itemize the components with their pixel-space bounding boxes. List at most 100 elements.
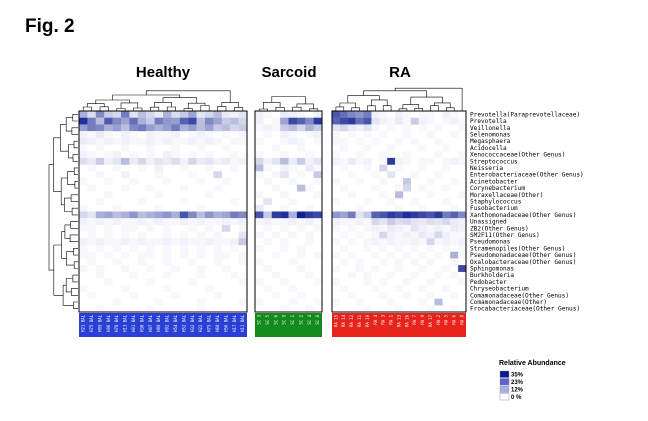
heatmap-cell (238, 211, 248, 219)
heatmap-cell (426, 231, 435, 239)
heatmap-cell (347, 271, 356, 279)
heatmap-cell (347, 111, 356, 118)
heatmap-cell (146, 245, 155, 252)
heatmap-cell (205, 224, 214, 232)
heatmap-cell (188, 137, 197, 145)
heatmap-cell (196, 117, 206, 125)
heatmap-cell (263, 124, 272, 132)
taxon-label: Pseudomonas (470, 239, 511, 246)
heatmap-cell (95, 238, 105, 246)
heatmap-cell (205, 137, 214, 145)
heatmap-cell (221, 251, 231, 259)
heatmap-cell (146, 151, 155, 159)
sample-label: H75 BAL (89, 314, 94, 331)
heatmap-cell (188, 111, 197, 118)
heatmap-cell (188, 131, 197, 138)
heatmap-cell (313, 171, 323, 179)
heatmap-cell (171, 151, 180, 159)
heatmap-cell (288, 124, 298, 132)
heatmap-cell (305, 124, 314, 132)
heatmap-cell (79, 238, 88, 246)
heatmap-cell (238, 278, 248, 286)
taxon-label: Oxalobacteraceae(Other Genus) (470, 259, 576, 266)
heatmap-cell (171, 291, 180, 299)
heatmap-cell (255, 218, 264, 226)
heatmap-cell (87, 117, 96, 125)
heatmap-cell (230, 211, 239, 219)
heatmap-cell (112, 218, 122, 226)
sample-label: SC 8 (315, 314, 320, 324)
taxon-label: Burkholderia (470, 272, 514, 279)
heatmap-cell (104, 157, 113, 165)
heatmap-cell (450, 251, 459, 259)
sample-label: RA 14 (341, 314, 346, 327)
heatmap-cell (263, 218, 272, 226)
heatmap-cell (263, 157, 272, 165)
heatmap-cell (280, 137, 289, 145)
sample-label: RA 12 (349, 314, 354, 327)
dendrogram-branch (71, 207, 78, 216)
taxon-label: Xanthomonadaceae(Other Genus) (470, 212, 576, 219)
heatmap-cell (154, 204, 164, 212)
heatmap-cell (332, 117, 341, 125)
heatmap-cell (87, 137, 96, 145)
heatmap-cell (313, 124, 323, 132)
heatmap-cell (205, 124, 214, 132)
heatmap-cell (339, 218, 348, 226)
heatmap-cell (395, 258, 404, 266)
heatmap-cell (296, 111, 306, 118)
heatmap-cell (238, 111, 248, 118)
heatmap-cell (379, 231, 388, 239)
heatmap-cell (379, 245, 388, 252)
heatmap-cell (371, 137, 380, 145)
heatmap-cell (221, 238, 231, 246)
heatmap-cell (426, 278, 435, 286)
heatmap-cell (255, 124, 264, 132)
sample-label: RA 2 (436, 314, 441, 324)
dendrogram-branch (347, 95, 380, 103)
heatmap-cell (371, 124, 380, 132)
heatmap-cell (129, 111, 138, 118)
heatmap-cell (230, 271, 239, 279)
heatmap-cell (288, 137, 298, 145)
heatmap-cell (363, 117, 372, 125)
heatmap-cell (395, 305, 404, 313)
heatmap-cell (379, 164, 388, 172)
heatmap-cell (213, 137, 222, 145)
dendrogram-branch (271, 96, 306, 104)
heatmap-cell (146, 117, 155, 125)
heatmap-cell (163, 245, 172, 252)
heatmap-cell (188, 224, 197, 232)
heatmap-cell (129, 291, 138, 299)
dendrogram-branch (430, 105, 439, 111)
heatmap-cell (450, 238, 459, 246)
heatmap-cell (79, 204, 88, 212)
heatmap-cell (402, 131, 411, 138)
heatmap-cell (196, 298, 206, 306)
heatmap-cell (402, 117, 411, 125)
heatmap-cell (313, 117, 323, 125)
heatmap-cell (442, 117, 451, 125)
heatmap-cell (371, 111, 380, 118)
column-dendrograms (82, 87, 463, 111)
heatmap-cell (163, 124, 172, 132)
heatmap-cell (402, 238, 411, 246)
heatmap-cell (332, 178, 341, 185)
heatmap-cell (387, 198, 396, 205)
heatmap-cell (238, 224, 248, 232)
heatmap-cell (305, 117, 314, 125)
heatmap-cell (387, 211, 396, 219)
heatmap-cell (418, 251, 427, 259)
heatmap-cell (426, 157, 435, 165)
heatmap-cell (163, 131, 172, 138)
heatmap-cell (280, 245, 289, 252)
heatmap-cell (146, 224, 155, 232)
heatmap-cell (371, 171, 380, 179)
heatmap-cell (395, 224, 404, 232)
sample-label: SC 3 (257, 314, 262, 324)
heatmap-cell (363, 111, 372, 118)
heatmap-cell (426, 224, 435, 232)
heatmap-cell (387, 117, 396, 125)
heatmap-cell (418, 164, 427, 172)
heatmap-cell (371, 238, 380, 246)
